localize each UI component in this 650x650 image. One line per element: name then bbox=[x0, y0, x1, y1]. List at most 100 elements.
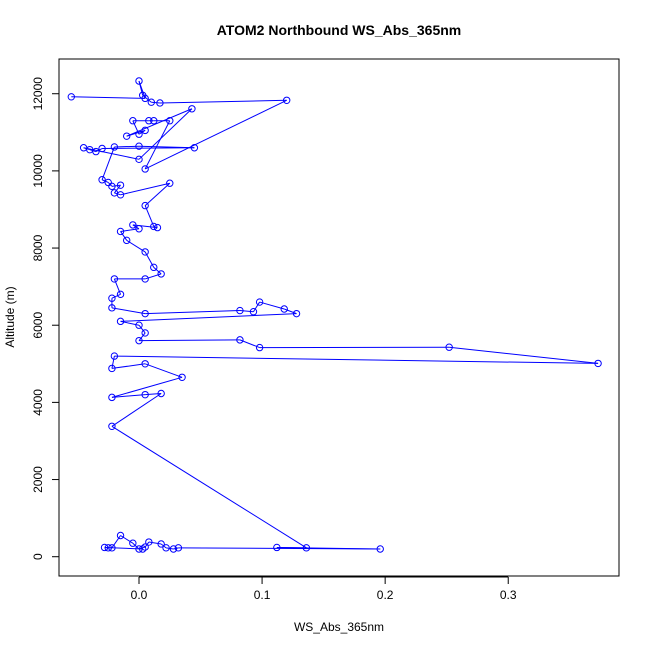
data-point bbox=[141, 201, 149, 210]
series-segment bbox=[259, 301, 285, 310]
data-point bbox=[141, 275, 149, 283]
y-axis: 0 2000 4000 6000 8000 10000 12000 bbox=[31, 77, 60, 560]
data-point bbox=[108, 294, 116, 302]
data-point bbox=[157, 389, 165, 398]
data-point bbox=[141, 248, 149, 256]
series-segment bbox=[111, 184, 121, 187]
series-segment bbox=[138, 324, 146, 334]
data-point bbox=[116, 531, 125, 540]
series-segment bbox=[144, 363, 183, 378]
series-segment bbox=[111, 425, 307, 549]
series-segment bbox=[111, 363, 146, 369]
data-point bbox=[141, 309, 149, 318]
data-point bbox=[135, 545, 143, 553]
series-segment bbox=[107, 182, 113, 187]
series-segment bbox=[111, 355, 115, 369]
series-segment bbox=[102, 147, 195, 150]
series-segment bbox=[284, 308, 297, 315]
data-point bbox=[141, 390, 149, 399]
series-segment bbox=[148, 541, 162, 545]
data-point bbox=[92, 147, 100, 156]
data-point bbox=[255, 343, 264, 352]
series-segment bbox=[138, 332, 146, 341]
data-point bbox=[110, 143, 119, 151]
series-segment bbox=[153, 266, 162, 275]
data-point bbox=[110, 352, 119, 360]
series-segment bbox=[144, 251, 155, 268]
data-point bbox=[135, 77, 143, 85]
data-point bbox=[141, 360, 149, 368]
data-point bbox=[157, 540, 165, 548]
x-tick-label: 0.0 bbox=[131, 588, 148, 602]
data-point bbox=[292, 309, 301, 318]
y-tick-label: 12000 bbox=[31, 77, 45, 111]
series-segment bbox=[83, 147, 140, 160]
data-point bbox=[98, 176, 106, 184]
data-point bbox=[236, 336, 244, 344]
y-tick-label: 6000 bbox=[31, 312, 45, 339]
series-segment bbox=[120, 535, 134, 544]
series-segment bbox=[132, 120, 140, 135]
data-point bbox=[108, 393, 116, 402]
data-point bbox=[116, 290, 125, 299]
data-point bbox=[116, 227, 125, 236]
series-segment bbox=[111, 376, 183, 398]
data-point bbox=[190, 144, 199, 152]
data-point bbox=[104, 544, 112, 552]
x-axis: 0.0 0.1 0.2 0.3 bbox=[131, 576, 517, 602]
series-segment bbox=[159, 99, 287, 104]
series-segment bbox=[120, 313, 297, 322]
data-point bbox=[188, 105, 196, 113]
data-point bbox=[135, 225, 143, 233]
x-axis-label: WS_Abs_365nm bbox=[294, 620, 384, 634]
series-segment bbox=[239, 310, 254, 313]
data-point bbox=[141, 329, 149, 337]
series-segment bbox=[178, 547, 381, 550]
series-segment bbox=[173, 547, 179, 550]
data-point bbox=[116, 191, 125, 199]
data-point bbox=[100, 543, 109, 552]
data-point bbox=[145, 117, 153, 125]
data-point bbox=[150, 222, 158, 231]
data-point bbox=[376, 545, 384, 553]
data-point bbox=[135, 142, 143, 150]
series-segment bbox=[253, 301, 261, 312]
y-axis-label: Altitude (m) bbox=[3, 286, 17, 347]
data-point bbox=[594, 359, 602, 368]
series-segment bbox=[120, 182, 170, 196]
data-point bbox=[280, 305, 288, 313]
data-point bbox=[174, 544, 183, 552]
data-point bbox=[135, 321, 143, 329]
chart-title: ATOM2 Northbound WS_Abs_365nm bbox=[217, 22, 462, 38]
data-point bbox=[141, 126, 149, 135]
series-segment bbox=[114, 355, 599, 364]
y-tick-label: 8000 bbox=[31, 234, 45, 261]
data-point bbox=[67, 93, 76, 101]
series-segment bbox=[111, 293, 121, 299]
series-segment bbox=[111, 535, 121, 549]
data-point bbox=[445, 343, 453, 351]
data-point bbox=[150, 263, 158, 272]
series-segment bbox=[144, 99, 287, 170]
data-point bbox=[129, 117, 137, 125]
series-segment bbox=[144, 182, 171, 206]
data-point bbox=[129, 539, 137, 547]
data-point bbox=[157, 270, 165, 278]
y-tick-label: 0 bbox=[31, 553, 45, 560]
series-segment bbox=[114, 145, 140, 148]
y-tick-label: 4000 bbox=[31, 389, 45, 416]
data-point bbox=[104, 178, 112, 187]
series-segment bbox=[151, 101, 160, 104]
data-point bbox=[169, 545, 178, 553]
series-segment bbox=[165, 547, 174, 550]
series-segment bbox=[144, 120, 171, 170]
x-tick-label: 0.2 bbox=[377, 588, 394, 602]
data-point bbox=[166, 117, 174, 125]
series-segment bbox=[101, 146, 115, 180]
y-tick-label: 2000 bbox=[31, 466, 45, 493]
data-point bbox=[236, 306, 244, 315]
data-point bbox=[122, 132, 131, 140]
series-segment bbox=[145, 310, 240, 315]
plot-frame bbox=[58, 58, 620, 577]
